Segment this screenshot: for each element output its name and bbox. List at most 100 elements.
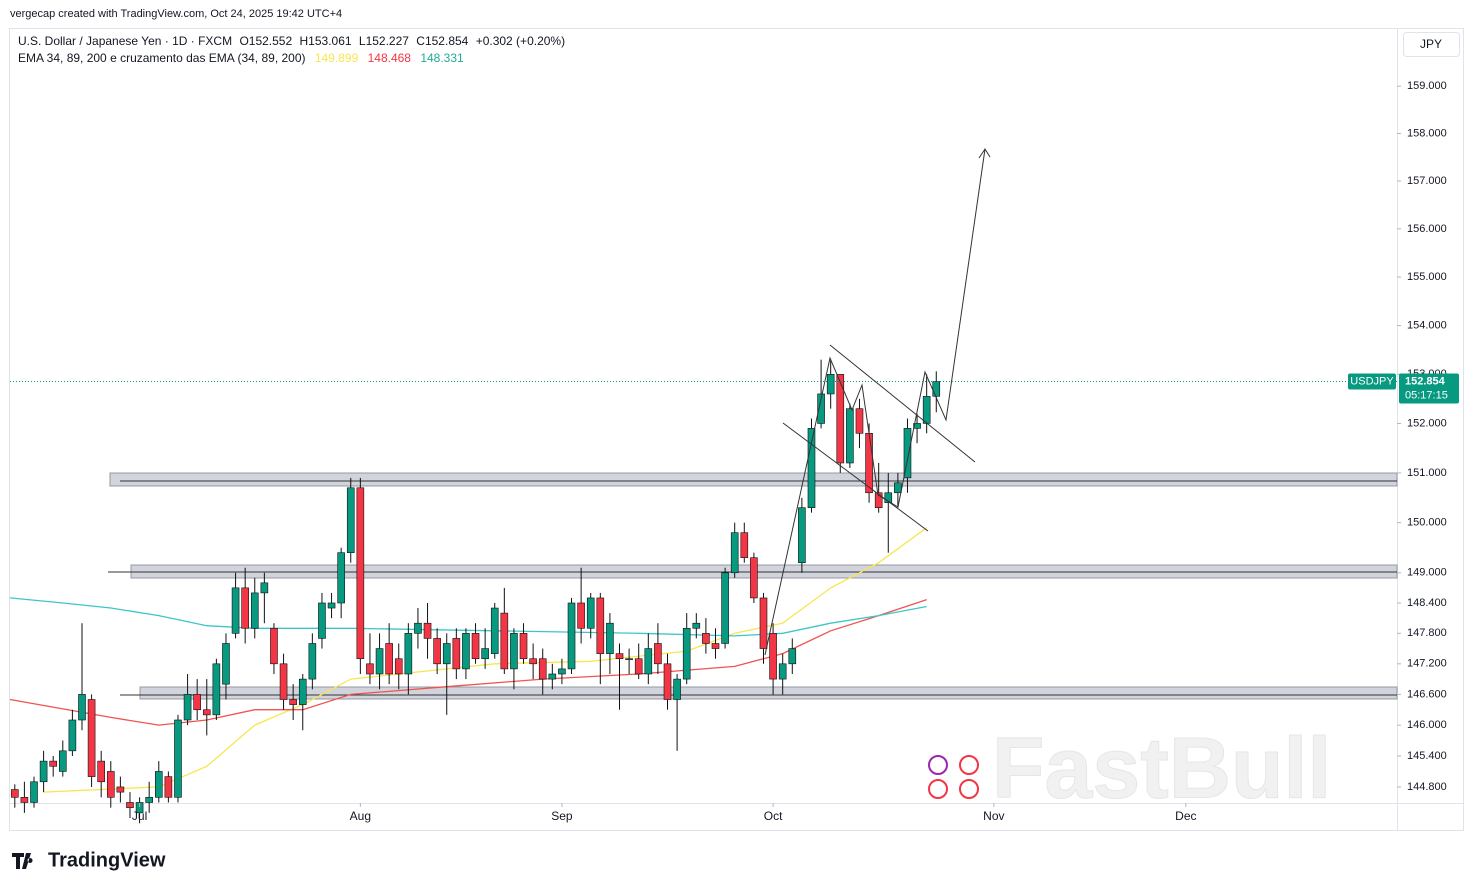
candle-body (87, 699, 96, 777)
indicator: EMA 34, 89, 200 e cruzamento das EMA (34… (18, 51, 306, 65)
candle-body (298, 678, 307, 705)
candle-body (10, 789, 19, 798)
candle-body (193, 694, 201, 711)
candle-body (385, 643, 393, 675)
channel-line (782, 422, 929, 532)
candle-body (212, 663, 221, 716)
candle-body (759, 597, 768, 649)
candle-body (366, 663, 374, 675)
change-label: +0.302 (+0.20%) (476, 34, 565, 48)
candle-body (183, 694, 192, 721)
currency-button[interactable] (1403, 32, 1460, 57)
high-label: H153.061 (300, 34, 352, 48)
currency[interactable]: JPY (1420, 37, 1442, 51)
candle-body (145, 796, 153, 803)
indicator-line: EMA 34, 89, 200 e cruzamento das EMA (34… (18, 51, 464, 65)
icon (928, 779, 948, 799)
candle-body (174, 719, 182, 798)
candle-body (97, 760, 105, 783)
candle-body (750, 557, 758, 599)
candle-body (932, 381, 941, 397)
price-badge (1399, 373, 1459, 404)
candle-body (462, 633, 470, 670)
candle-body (682, 627, 691, 680)
projection-path (764, 148, 986, 656)
candle-body (596, 597, 605, 654)
candle-body (164, 776, 173, 798)
candle-body (538, 658, 547, 680)
candle-body (106, 771, 115, 798)
y-tick-label: 146.000 (1407, 719, 1447, 731)
candle-body (519, 633, 528, 660)
close-label: C152.854 (416, 34, 468, 48)
candle-body (711, 643, 720, 649)
x-tick-label: Nov (983, 809, 1004, 823)
y-tick-label: 157.000 (1407, 175, 1447, 187)
candle-body (356, 487, 365, 660)
candle-body (577, 602, 585, 629)
last-price: 152.854 (1405, 375, 1446, 387)
candle-body (846, 408, 854, 464)
candle-body (490, 607, 499, 654)
candle-body (548, 673, 557, 680)
candle-body (836, 374, 845, 464)
y-tick-label: 148.400 (1407, 597, 1447, 609)
candle-body (135, 802, 144, 814)
ema-value: 148.331 (420, 51, 464, 65)
candle-body (874, 492, 883, 508)
y-tick-label: 145.400 (1407, 750, 1447, 762)
candle-body (500, 612, 509, 670)
ticker-badge (1348, 373, 1396, 390)
candle-body (394, 658, 403, 675)
plot (9, 359, 941, 824)
candle-body (30, 781, 38, 803)
brand: TradingView (12, 849, 166, 871)
candle-body (817, 393, 825, 424)
low-label: L152.227 (359, 34, 409, 48)
candle-body (903, 428, 912, 479)
candle-body (337, 552, 345, 604)
candle-body (442, 643, 451, 665)
candle-body (49, 760, 57, 767)
candle-body (20, 796, 29, 803)
candle-body (260, 582, 269, 594)
candle-body (510, 633, 518, 670)
icon (959, 779, 979, 799)
y-tick-label: 150.000 (1407, 517, 1447, 529)
candle-body (807, 428, 816, 508)
candle-body (567, 602, 576, 670)
y-tick-label: 156.000 (1407, 223, 1447, 235)
y-tick-label: 147.200 (1407, 658, 1447, 670)
candle-body (798, 507, 806, 564)
candle-body (663, 663, 672, 700)
ema-value: 149.899 (315, 51, 359, 65)
candle-body (922, 396, 931, 424)
x-tick-label: Jul (132, 809, 147, 823)
candle-body (730, 532, 739, 574)
y-tick-label: 146.600 (1407, 688, 1447, 700)
candle-body (414, 622, 422, 634)
candle-body (586, 597, 595, 629)
candle-body (740, 532, 749, 559)
open-label: O152.552 (239, 34, 292, 48)
candle-body (913, 423, 921, 429)
y-tick-label: 154.000 (1407, 319, 1447, 331)
y-tick-label: 152.000 (1407, 417, 1447, 429)
ema-line (43, 527, 928, 793)
drawings (764, 148, 991, 656)
candle-body (231, 587, 240, 634)
candle-body (423, 622, 432, 639)
watermark: FastBull (992, 721, 1331, 817)
candle-body (308, 643, 317, 680)
y-tick-label: 159.000 (1407, 80, 1447, 92)
icon (959, 755, 979, 775)
candle-body (654, 643, 662, 665)
countdown: 05:17:15 (1405, 389, 1448, 401)
candle-body (58, 750, 67, 772)
x-tick-label: Aug (350, 809, 371, 823)
candle-body (529, 658, 537, 665)
candle-body (375, 648, 384, 675)
candle-body (702, 633, 710, 644)
candle-body (788, 648, 797, 665)
